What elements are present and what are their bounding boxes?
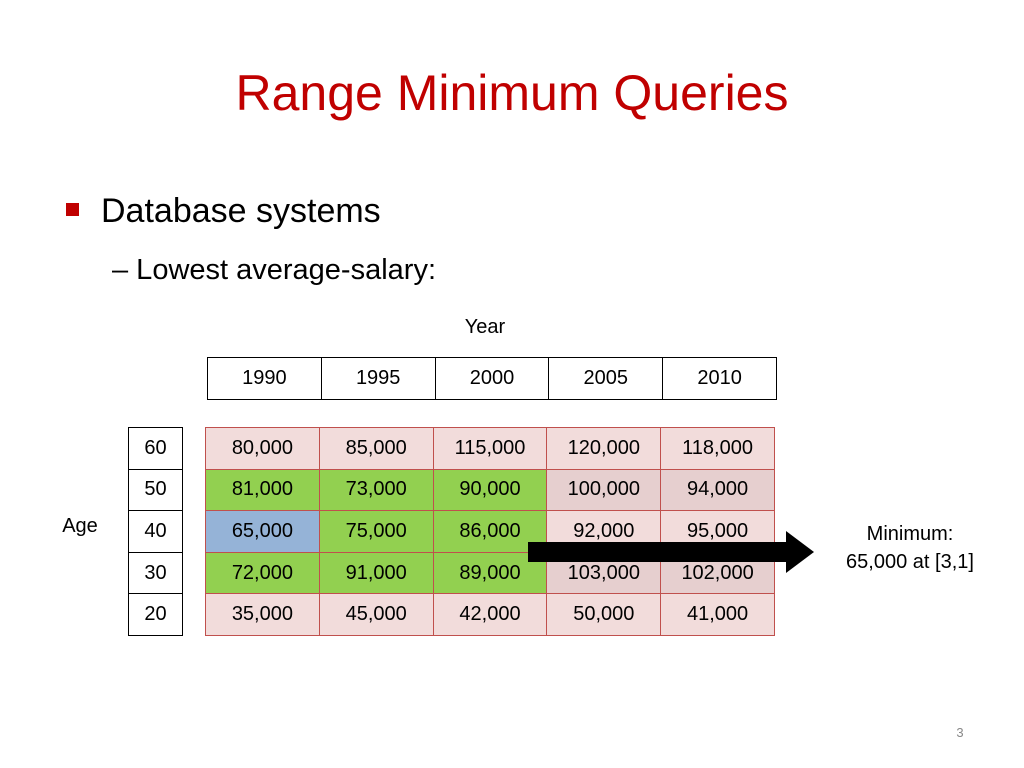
age-cell: 30 — [128, 551, 183, 595]
row-header: Age — [62, 515, 98, 537]
salary-cell: 75,000 — [318, 510, 434, 553]
salary-cell: 94,000 — [660, 468, 775, 512]
salary-cell: 45,000 — [318, 593, 434, 636]
age-cell: 50 — [128, 468, 183, 512]
age-cell: 20 — [128, 593, 183, 636]
salary-cell: 86,000 — [432, 510, 548, 553]
salary-cell: 91,000 — [318, 551, 434, 595]
salary-cell: 118,000 — [660, 427, 775, 470]
salary-cell: 120,000 — [546, 427, 662, 470]
sub-bullet: – Lowest average-salary: — [112, 254, 436, 286]
salary-cell: 42,000 — [432, 593, 548, 636]
year-cell: 2010 — [662, 357, 777, 400]
salary-cell: 85,000 — [318, 427, 434, 470]
salary-cell: 65,000 — [205, 510, 320, 553]
bullet-marker — [66, 203, 79, 216]
salary-cell: 73,000 — [318, 468, 434, 512]
salary-cell: 81,000 — [205, 468, 320, 512]
year-cell: 1990 — [207, 357, 322, 400]
salary-cell: 72,000 — [205, 551, 320, 595]
year-cell: 2000 — [434, 357, 550, 400]
year-cell: 2005 — [548, 357, 664, 400]
note-line: 65,000 at [3,1] — [846, 551, 974, 573]
salary-cell: 80,000 — [205, 427, 320, 470]
arrow — [528, 531, 814, 573]
page-number: 3 — [956, 725, 964, 740]
salary-cell: 90,000 — [432, 468, 548, 512]
age-cell: 60 — [128, 427, 183, 470]
result-note: Minimum: 65,000 at [3,1] — [820, 520, 1000, 576]
salary-cell: 41,000 — [660, 593, 775, 636]
salary-cell: 115,000 — [432, 427, 548, 470]
salary-cell: 50,000 — [546, 593, 662, 636]
column-header: Year — [464, 316, 506, 338]
year-cell: 1995 — [320, 357, 436, 400]
age-cell: 40 — [128, 510, 183, 553]
title: Range Minimum Queries — [235, 65, 789, 121]
bullet: Database systems — [101, 192, 381, 230]
note-line: Minimum: — [866, 523, 954, 545]
salary-cell: 35,000 — [205, 593, 320, 636]
salary-cell: 100,000 — [546, 468, 662, 512]
